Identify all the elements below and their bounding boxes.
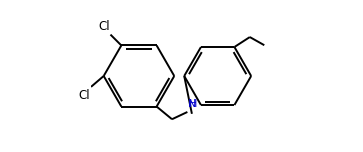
Text: Cl: Cl: [98, 20, 110, 33]
Text: H: H: [189, 99, 197, 109]
Text: Cl: Cl: [78, 89, 90, 102]
Text: N: N: [188, 99, 196, 109]
